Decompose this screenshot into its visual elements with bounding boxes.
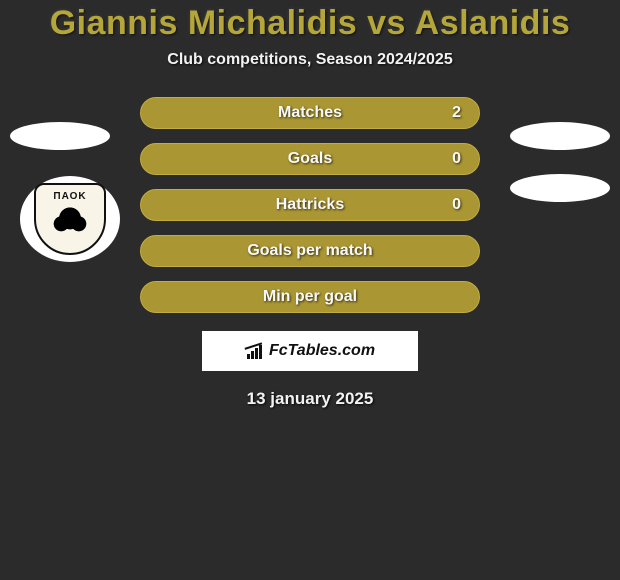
eagle-icon: [48, 204, 92, 240]
stat-row-goals: Goals 0: [140, 143, 480, 175]
snapshot-date: 13 january 2025: [0, 389, 620, 409]
player-left-placeholder: [10, 122, 110, 150]
stat-label: Goals per match: [247, 242, 372, 260]
club-badge-left: ΠΑΟΚ: [20, 176, 120, 262]
player-right-placeholder-1: [510, 122, 610, 150]
club-badge-text: ΠΑΟΚ: [53, 191, 86, 202]
paok-badge: ΠΑΟΚ: [34, 183, 106, 255]
bar-chart-icon: [245, 343, 263, 359]
comparison-subtitle: Club competitions, Season 2024/2025: [0, 51, 620, 69]
comparison-title: Giannis Michalidis vs Aslanidis: [0, 4, 620, 43]
stat-label: Matches: [278, 104, 342, 122]
comparison-card: Giannis Michalidis vs Aslanidis Club com…: [0, 0, 620, 580]
brand-text: FcTables.com: [269, 342, 375, 360]
stat-row-min-per-goal: Min per goal: [140, 281, 480, 313]
stat-row-hattricks: Hattricks 0: [140, 189, 480, 221]
stat-value: 0: [452, 196, 461, 214]
stat-rows: Matches 2 Goals 0 Hattricks 0 Goals per …: [140, 97, 480, 313]
player-right-placeholder-2: [510, 174, 610, 202]
stat-label: Goals: [288, 150, 332, 168]
stat-row-matches: Matches 2: [140, 97, 480, 129]
stat-row-goals-per-match: Goals per match: [140, 235, 480, 267]
stat-label: Min per goal: [263, 288, 357, 306]
stat-value: 0: [452, 150, 461, 168]
brand-box[interactable]: FcTables.com: [202, 331, 418, 371]
stat-label: Hattricks: [276, 196, 344, 214]
stat-value: 2: [452, 104, 461, 122]
